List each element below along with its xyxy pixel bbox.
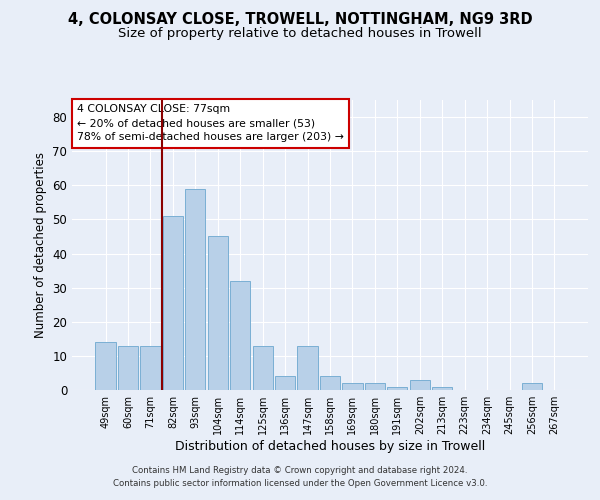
Bar <box>163 216 183 390</box>
Text: 4, COLONSAY CLOSE, TROWELL, NOTTINGHAM, NG9 3RD: 4, COLONSAY CLOSE, TROWELL, NOTTINGHAM, … <box>68 12 532 28</box>
Bar <box>208 236 228 390</box>
Bar <box>185 188 205 390</box>
Bar <box>298 346 317 390</box>
Bar <box>118 346 138 390</box>
Bar <box>522 383 542 390</box>
Bar <box>95 342 116 390</box>
Bar <box>320 376 340 390</box>
Bar <box>253 346 273 390</box>
Text: Size of property relative to detached houses in Trowell: Size of property relative to detached ho… <box>118 28 482 40</box>
Bar <box>432 386 452 390</box>
Y-axis label: Number of detached properties: Number of detached properties <box>34 152 47 338</box>
Bar <box>410 380 430 390</box>
Bar <box>275 376 295 390</box>
Bar <box>387 386 407 390</box>
X-axis label: Distribution of detached houses by size in Trowell: Distribution of detached houses by size … <box>175 440 485 453</box>
Bar <box>230 281 250 390</box>
Bar <box>343 383 362 390</box>
Bar <box>365 383 385 390</box>
Text: 4 COLONSAY CLOSE: 77sqm
← 20% of detached houses are smaller (53)
78% of semi-de: 4 COLONSAY CLOSE: 77sqm ← 20% of detache… <box>77 104 344 142</box>
Bar <box>140 346 161 390</box>
Text: Contains HM Land Registry data © Crown copyright and database right 2024.
Contai: Contains HM Land Registry data © Crown c… <box>113 466 487 487</box>
